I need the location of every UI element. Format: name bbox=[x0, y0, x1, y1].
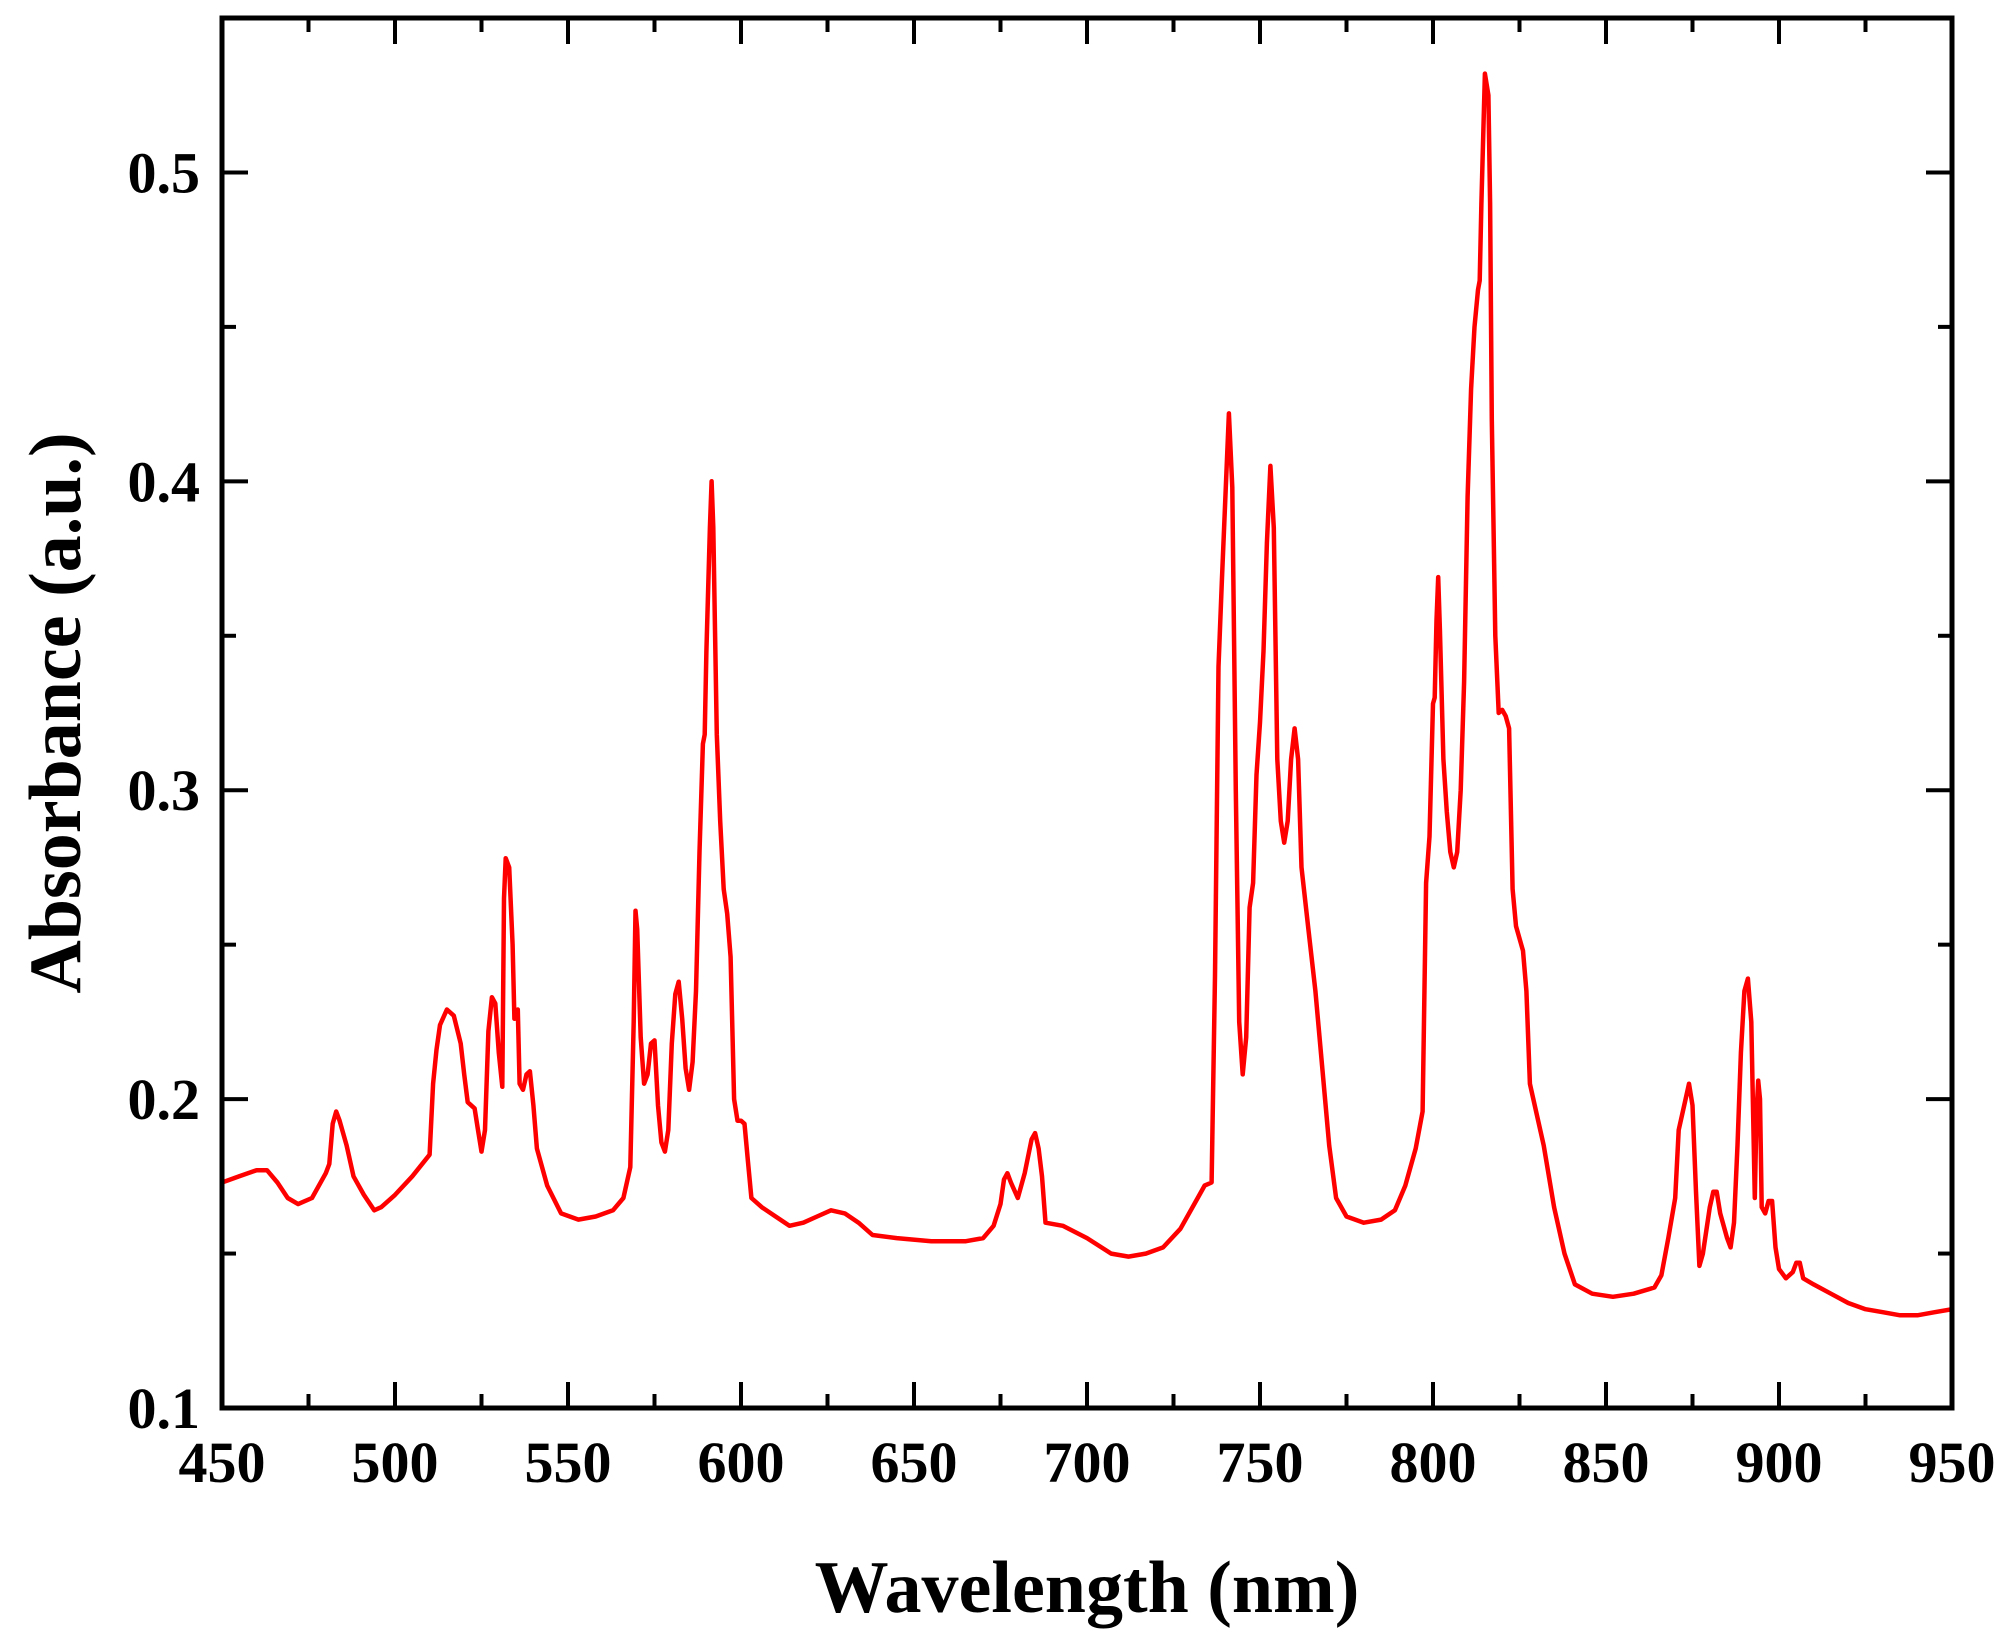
spectrum-line-0 bbox=[222, 71, 1952, 1318]
y-tick-label: 0.1 bbox=[128, 1376, 201, 1441]
x-tick-label: 550 bbox=[525, 1430, 612, 1495]
x-tick-label: 700 bbox=[1044, 1430, 1131, 1495]
x-tick-label: 800 bbox=[1390, 1430, 1477, 1495]
y-tick-label: 0.3 bbox=[128, 758, 201, 823]
x-tick-label: 650 bbox=[871, 1430, 958, 1495]
series-layer bbox=[222, 71, 1952, 1318]
y-tick-label: 0.2 bbox=[128, 1067, 201, 1132]
y-tick-label: 0.4 bbox=[128, 449, 201, 514]
x-axis-ticks: 450 500 550 600 650 700 750 800 850 900 950 bbox=[179, 18, 1996, 1495]
x-axis-title: Wavelength (nm) bbox=[815, 1547, 1360, 1629]
x-tick-label: 450 bbox=[179, 1430, 266, 1495]
plot-frame bbox=[219, 15, 1955, 1411]
x-tick-label: 600 bbox=[698, 1430, 785, 1495]
x-tick-label: 750 bbox=[1217, 1430, 1304, 1495]
x-tick-label: 950 bbox=[1909, 1430, 1996, 1495]
y-axis-ticks: 0.1 0.2 0.3 0.4 0.5 bbox=[128, 140, 1952, 1441]
y-axis-title: Absorbance (a.u.) bbox=[15, 432, 97, 993]
x-tick-label: 500 bbox=[352, 1430, 439, 1495]
y-tick-label: 0.5 bbox=[128, 140, 201, 205]
x-tick-label: 900 bbox=[1736, 1430, 1823, 1495]
x-tick-label: 850 bbox=[1563, 1430, 1650, 1495]
